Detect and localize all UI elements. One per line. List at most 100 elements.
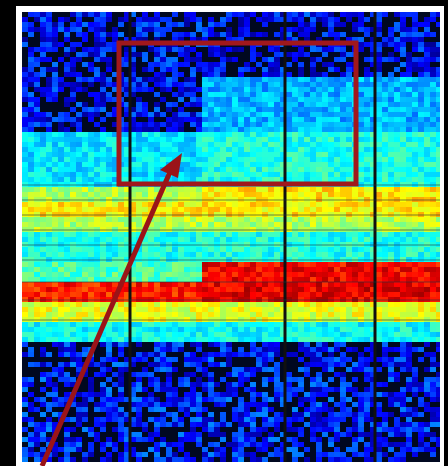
- heat-cell: [238, 277, 244, 282]
- heat-cell: [166, 112, 172, 117]
- heat-cell: [358, 32, 364, 37]
- heat-cell: [394, 42, 400, 47]
- heat-cell: [292, 67, 298, 72]
- heat-cell: [46, 57, 52, 62]
- heat-cell: [250, 187, 256, 192]
- heat-cell: [40, 62, 46, 67]
- heat-cell: [310, 342, 316, 347]
- heat-cell: [100, 72, 106, 77]
- heat-cell: [376, 287, 382, 292]
- heat-cell: [256, 232, 262, 237]
- heat-cell: [346, 222, 352, 227]
- heat-cell: [382, 72, 388, 77]
- heat-cell: [334, 237, 340, 242]
- heat-cell: [244, 12, 250, 17]
- heat-cell: [142, 282, 148, 287]
- heat-cell: [160, 262, 166, 267]
- heat-cell: [70, 287, 76, 292]
- heat-cell: [262, 122, 268, 127]
- heat-cell: [76, 132, 82, 137]
- heat-cell: [88, 117, 94, 122]
- heat-cell: [82, 47, 88, 52]
- heat-cell: [82, 207, 88, 212]
- heat-cell: [166, 12, 172, 17]
- heat-cell: [172, 142, 178, 147]
- heat-cell: [412, 262, 418, 267]
- heat-cell: [388, 67, 394, 72]
- heat-cell: [328, 97, 334, 102]
- heat-cell: [244, 92, 250, 97]
- heat-cell: [64, 287, 70, 292]
- heat-cell: [70, 112, 76, 117]
- heat-cell: [28, 152, 34, 157]
- heat-cell: [358, 157, 364, 162]
- heat-cell: [226, 362, 232, 367]
- heat-cell: [178, 127, 184, 132]
- heat-cell: [70, 72, 76, 77]
- heat-cell: [142, 347, 148, 352]
- heat-cell: [250, 147, 256, 152]
- heat-cell: [292, 272, 298, 277]
- heat-cell: [202, 132, 208, 137]
- heat-cell: [286, 127, 292, 132]
- heat-cell: [268, 347, 274, 352]
- heat-cell: [136, 357, 142, 362]
- heat-cell: [40, 222, 46, 227]
- heat-cell: [418, 152, 424, 157]
- heat-cell: [184, 52, 190, 57]
- heat-cell: [298, 82, 304, 87]
- heat-cell: [166, 157, 172, 162]
- heat-cell: [208, 177, 214, 182]
- heat-cell: [46, 167, 52, 172]
- heat-cell: [226, 32, 232, 37]
- heat-cell: [106, 72, 112, 77]
- heat-cell: [70, 157, 76, 162]
- heat-cell: [148, 52, 154, 57]
- heat-cell: [340, 92, 346, 97]
- heat-cell: [82, 97, 88, 102]
- heat-cell: [286, 132, 292, 137]
- heat-cell: [58, 292, 64, 297]
- heat-cell: [328, 72, 334, 77]
- heat-cell: [220, 307, 226, 312]
- heat-cell: [100, 287, 106, 292]
- heat-cell: [172, 352, 178, 357]
- heat-cell: [160, 337, 166, 342]
- heat-cell: [106, 92, 112, 97]
- heat-cell: [244, 67, 250, 72]
- heat-cell: [310, 57, 316, 62]
- heat-cell: [34, 217, 40, 222]
- heat-cell: [346, 77, 352, 82]
- heat-cell: [250, 92, 256, 97]
- heat-cell: [112, 232, 118, 237]
- heat-cell: [82, 272, 88, 277]
- heat-cell: [322, 332, 328, 337]
- heat-cell: [274, 137, 280, 142]
- heat-cell: [94, 77, 100, 82]
- heat-cell: [88, 147, 94, 152]
- heat-cell: [388, 222, 394, 227]
- heat-cell: [136, 107, 142, 112]
- heat-cell: [178, 272, 184, 277]
- heat-cell: [34, 332, 40, 337]
- heat-cell: [274, 222, 280, 227]
- heat-cell: [244, 262, 250, 267]
- heat-cell: [424, 267, 430, 272]
- heat-cell: [112, 337, 118, 342]
- heat-cell: [208, 282, 214, 287]
- heat-cell: [202, 157, 208, 162]
- heat-cell: [112, 22, 118, 27]
- heat-cell: [208, 127, 214, 132]
- heat-cell: [418, 57, 424, 62]
- heat-cell: [292, 27, 298, 32]
- heat-cell: [118, 347, 124, 352]
- heat-cell: [220, 152, 226, 157]
- heat-cell: [184, 147, 190, 152]
- heat-cell: [262, 107, 268, 112]
- heat-cell: [430, 42, 436, 47]
- heat-cell: [388, 12, 394, 17]
- heat-cell: [226, 152, 232, 157]
- heat-cell: [154, 137, 160, 142]
- heat-cell: [118, 192, 124, 197]
- heat-cell: [214, 207, 220, 212]
